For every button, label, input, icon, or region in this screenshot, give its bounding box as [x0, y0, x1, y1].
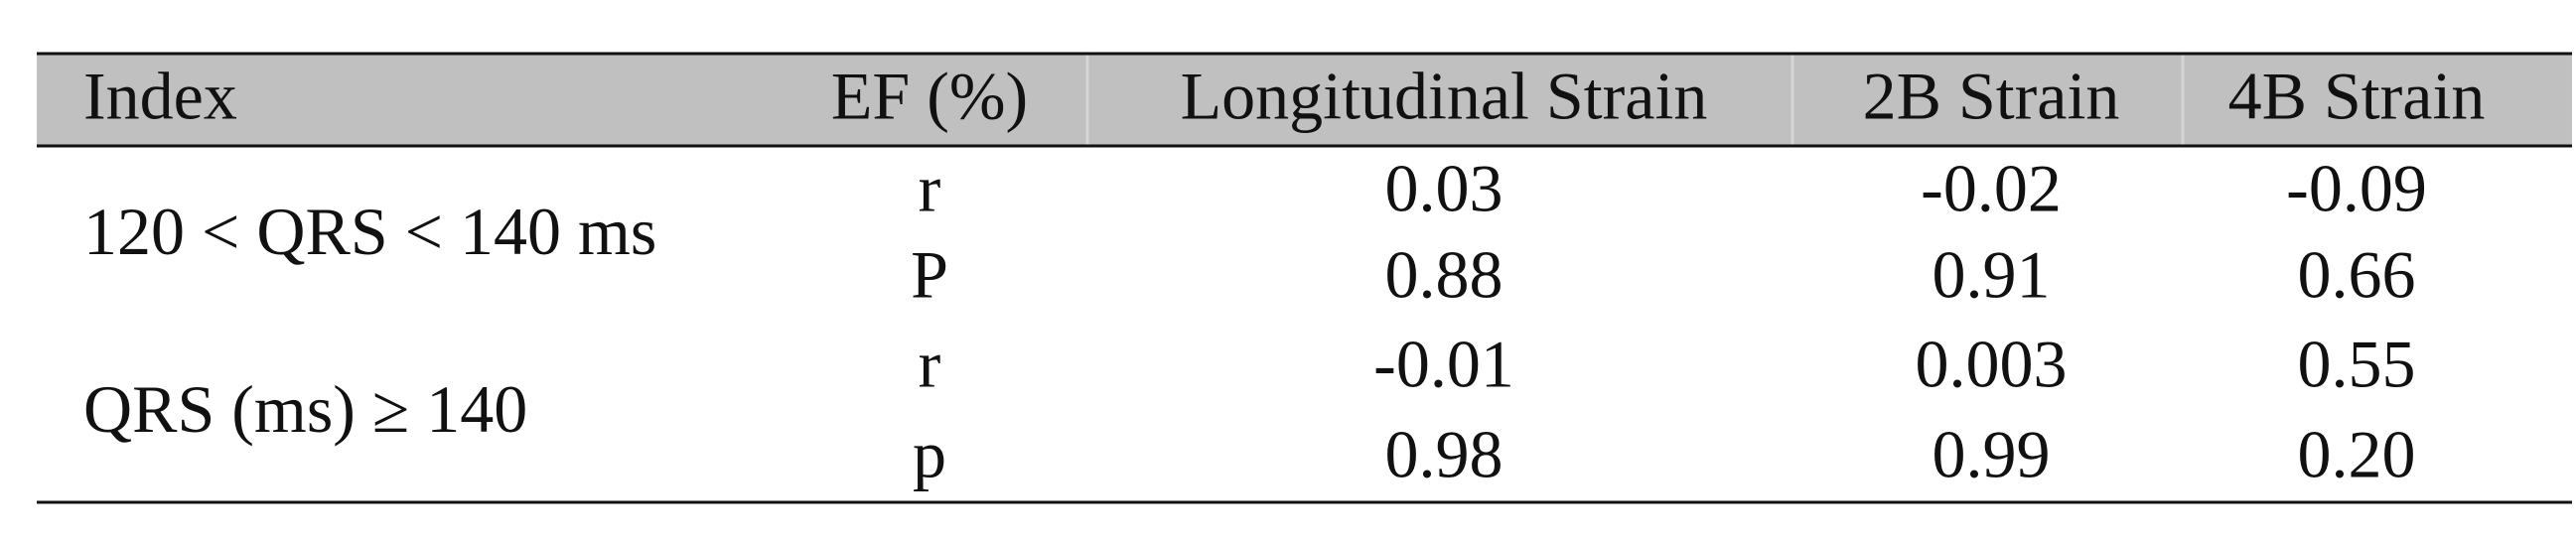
group-label: QRS (ms) ≥ 140 — [83, 371, 527, 447]
stat-cell: r — [919, 327, 941, 402]
value-cell: 0.20 — [2298, 417, 2416, 492]
header-background — [37, 55, 2572, 146]
value-cell: 0.003 — [1916, 327, 2068, 402]
header-cell: 2B Strain — [1863, 59, 2120, 134]
header-cell: 4B Strain — [2228, 59, 2486, 134]
value-cell: 0.99 — [1932, 417, 2051, 492]
value-cell: -0.02 — [1921, 151, 2062, 226]
value-cell: -0.01 — [1373, 327, 1514, 402]
group-label: 120 < QRS < 140 ms — [83, 194, 656, 269]
value-cell: 0.55 — [2298, 327, 2416, 402]
value-cell: 0.98 — [1385, 417, 1503, 492]
value-cell: 0.66 — [2298, 237, 2416, 313]
stat-cell: r — [919, 151, 941, 226]
value-cell: 0.91 — [1932, 237, 2051, 313]
stat-cell: p — [913, 417, 946, 492]
header-cell: EF (%) — [831, 59, 1028, 134]
value-cell: -0.09 — [2286, 151, 2427, 226]
header-cell: Index — [83, 59, 237, 134]
value-cell: 0.88 — [1385, 237, 1503, 313]
value-cell: 0.03 — [1385, 151, 1503, 226]
header-cell: Longitudinal Strain — [1181, 59, 1708, 134]
stat-cell: P — [911, 237, 948, 313]
